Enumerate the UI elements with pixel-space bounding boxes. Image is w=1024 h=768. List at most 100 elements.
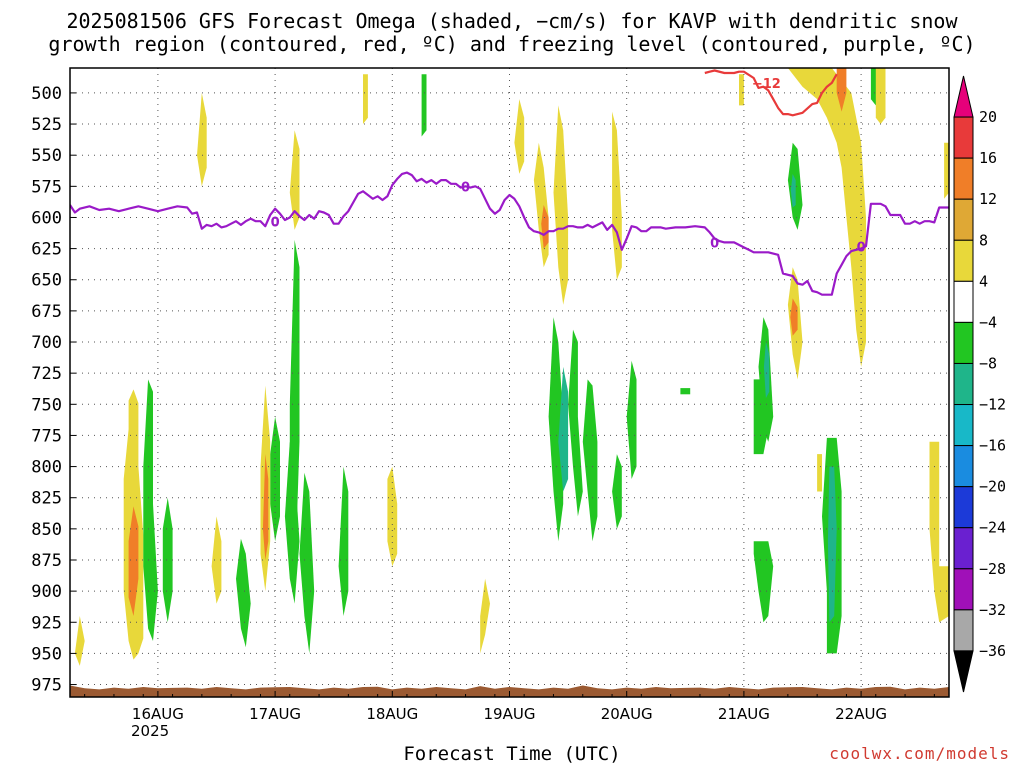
omega-shaded-region [763,342,770,399]
y-tick-label: 675 [31,302,62,322]
omega-shaded-region [299,472,315,654]
colorbar-swatch [953,609,974,652]
source-credit: coolwx.com/models [829,744,1010,763]
colorbar-label: −8 [979,354,997,372]
omega-shaded-region [262,454,269,560]
omega-shaded-region [289,239,300,592]
colorbar-top-arrow [953,75,974,118]
omega-shaded-region [128,506,139,616]
colorbar-swatch [953,198,974,241]
y-tick-label: 550 [31,146,62,166]
omega-shaded-region [74,616,85,666]
omega-shaded-region [480,578,490,654]
colorbar-swatch [953,239,974,282]
contour-label: 0 [461,181,470,196]
omega-shaded-region [421,74,427,137]
omega-shaded-region [548,317,564,542]
colorbar-label: −4 [979,313,997,331]
colorbar-label: 8 [979,231,988,249]
y-tick-label: 925 [31,613,62,633]
y-tick-label: 975 [31,676,62,696]
omega-shaded-region [582,379,598,542]
omega-shaded-region [944,142,949,199]
omega-shaded-region [626,360,637,479]
freezing-level-line [70,171,949,296]
colorbar-label: −16 [979,437,1006,455]
y-tick-label: 775 [31,426,62,446]
y-tick-label: 700 [31,333,62,353]
y-tick-label: 575 [31,177,62,197]
colorbar-swatch [953,445,974,488]
omega-shaded-region [680,388,691,395]
omega-shaded-region [553,105,569,305]
y-tick-label: 750 [31,395,62,415]
x-tick-label: 18AUG [366,705,418,723]
colorbar-label: 12 [979,190,997,208]
chart-title-line-1: 2025081506 GFS Forecast Omega (shaded, −… [66,9,958,33]
omega-shaded-region [568,329,583,517]
colorbar-swatch [953,321,974,364]
colorbar-label: −24 [979,519,1006,537]
omega-shaded-region [790,173,796,208]
omega-shaded-region [338,466,349,616]
contour-label: 0 [271,215,280,230]
colorbar-swatch [953,404,974,447]
omega-shaded-region [753,541,774,623]
omega-shaded-region [197,92,207,187]
colorbar-label: −20 [979,478,1006,496]
y-tick-label: 500 [31,84,62,104]
omega-shaded-region [612,454,622,529]
y-tick-label: 800 [31,458,62,478]
y-tick-label: 850 [31,520,62,540]
y-tick-label: 900 [31,582,62,602]
omega-shaded-region [143,379,158,641]
colorbar-label: 20 [979,108,997,126]
contour-label: −12 [752,77,781,92]
dgz-minus12-line [704,69,838,117]
omega-shaded-region [787,68,866,367]
x-axis-year-label: 2025 [131,722,170,740]
colorbar-label: −12 [979,396,1006,414]
colorbar-swatch [953,116,974,159]
omega-shaded-region [836,68,847,112]
y-tick-label: 725 [31,364,62,384]
omega-shaded-region [790,298,798,336]
omega-shaded-region [514,99,525,174]
omega-shaded-region [541,205,549,249]
x-tick-label: 19AUG [484,705,536,723]
y-tick-label: 650 [31,271,62,291]
chart-title-line-2: growth region (contoured, red, ºC) and f… [48,32,976,56]
y-tick-label: 625 [31,240,62,260]
x-tick-label: 22AUG [835,705,887,723]
colorbar-swatch [953,362,974,406]
omega-shaded-region [875,68,886,124]
colorbar-label: −32 [979,601,1006,619]
omega-shaded-region [929,441,949,623]
y-tick-label: 600 [31,208,62,228]
colorbar-swatch [953,486,974,529]
omega-shaded-region [236,538,251,648]
x-tick-label: 20AUG [601,705,653,723]
colorbar-bottom-arrow [953,650,974,693]
omega-shaded-region [817,454,822,492]
colorbar-label: 4 [979,272,988,290]
omega-shaded-region [387,466,398,567]
omega-shaded-region [162,497,173,623]
contour-label: 0 [710,237,719,252]
omega-shaded-region [753,379,769,455]
omega-shaded-region [612,111,622,280]
colorbar-swatch [953,280,974,323]
omega-shaded-region [270,416,280,542]
colorbar-label: −36 [979,642,1006,660]
y-tick-label: 875 [31,551,62,571]
omega-shaded-region [558,366,569,492]
y-tick-label: 950 [31,644,62,664]
omega-shaded-region [211,516,222,604]
omega-shaded-region [289,130,300,230]
colorbar-swatch [953,568,974,611]
colorbar-swatch [953,157,974,200]
x-tick-label: 16AUG [132,705,184,723]
x-tick-label: 21AUG [718,705,770,723]
omega-shaded-region [533,142,549,268]
contour-label: 0 [857,240,866,255]
